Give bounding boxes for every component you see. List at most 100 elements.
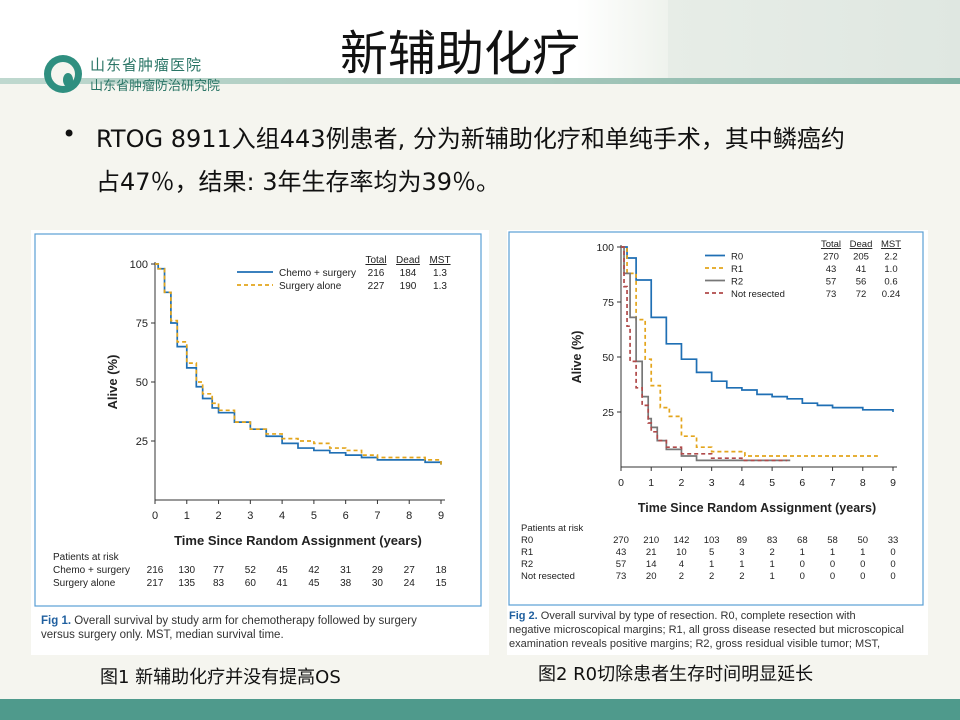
risk-table-title: Patients at risk xyxy=(521,523,584,534)
risk-value: 73 xyxy=(616,571,627,582)
risk-value: 135 xyxy=(178,578,195,589)
x-tick-label: 0 xyxy=(618,477,624,489)
x-tick-label: 7 xyxy=(374,510,380,522)
y-tick-label: 100 xyxy=(130,259,148,271)
risk-value: 1 xyxy=(800,547,805,558)
risk-row-label: R1 xyxy=(521,547,533,558)
x-axis-title: Time Since Random Assignment (years) xyxy=(174,533,422,548)
risk-value: 31 xyxy=(340,565,352,576)
x-tick-label: 3 xyxy=(247,510,253,522)
legend-label: R1 xyxy=(731,264,743,275)
series-line xyxy=(155,263,442,465)
x-tick-label: 8 xyxy=(406,510,412,522)
legend-label: Surgery alone xyxy=(279,281,342,292)
risk-value: 210 xyxy=(643,535,659,546)
x-tick-label: 4 xyxy=(739,477,745,489)
risk-value: 0 xyxy=(890,559,895,570)
risk-value: 43 xyxy=(616,547,627,558)
risk-value: 0 xyxy=(800,559,805,570)
risk-row-label: Chemo + surgery xyxy=(53,565,130,576)
slide-title: 新辅助化疗 xyxy=(340,26,581,82)
risk-value: 0 xyxy=(830,571,835,582)
caption-text: Overall survival by type of resection. R… xyxy=(541,610,856,622)
legend-label: R2 xyxy=(731,277,743,288)
x-tick-label: 8 xyxy=(860,477,866,489)
risk-value: 2 xyxy=(769,547,774,558)
risk-value: 83 xyxy=(767,535,778,546)
risk-value: 0 xyxy=(830,559,835,570)
legend-value: 184 xyxy=(400,268,417,279)
legend-header: Total xyxy=(365,255,386,266)
x-tick-label: 9 xyxy=(438,510,444,522)
legend-value: 2.2 xyxy=(884,252,897,263)
risk-value: 216 xyxy=(147,565,164,576)
risk-value: 2 xyxy=(709,571,714,582)
legend-value: 72 xyxy=(856,289,867,300)
risk-value: 3 xyxy=(739,547,744,558)
y-tick-label: 75 xyxy=(602,297,614,309)
y-tick-label: 75 xyxy=(136,318,148,330)
legend-value: 0.24 xyxy=(882,289,901,300)
y-tick-label: 50 xyxy=(136,377,148,389)
legend-header: Dead xyxy=(850,239,873,250)
figure-number: Fig 2. xyxy=(509,610,541,622)
legend-value: 1.0 xyxy=(884,264,897,275)
risk-value: 30 xyxy=(372,578,384,589)
legend-value: 216 xyxy=(368,268,385,279)
y-axis-title: Alive (%) xyxy=(105,355,120,410)
x-tick-label: 6 xyxy=(343,510,349,522)
risk-row-label: R0 xyxy=(521,535,533,546)
risk-value: 60 xyxy=(245,578,257,589)
risk-value: 42 xyxy=(308,565,320,576)
risk-value: 89 xyxy=(737,535,748,546)
risk-value: 1 xyxy=(860,547,865,558)
risk-value: 5 xyxy=(709,547,714,558)
x-tick-label: 2 xyxy=(215,510,221,522)
risk-value: 57 xyxy=(616,559,627,570)
y-tick-label: 25 xyxy=(136,436,148,448)
series-line xyxy=(621,246,878,457)
legend-value: 43 xyxy=(826,264,837,275)
footer-bar xyxy=(0,699,960,720)
risk-value: 1 xyxy=(709,559,714,570)
legend-value: 227 xyxy=(368,281,385,292)
risk-value: 0 xyxy=(860,571,865,582)
risk-value: 50 xyxy=(857,535,868,546)
bullet-dot: • xyxy=(62,120,77,148)
figure-2: 100 75 50 25 0 1 2 3 4 5 6 7 8 9 Time Since Random Ass… xyxy=(507,230,928,655)
y-axis-title: Alive (%) xyxy=(570,331,584,384)
y-tick-label: 100 xyxy=(596,242,614,254)
risk-value: 45 xyxy=(308,578,320,589)
caption-text: Overall survival by study arm for chemot… xyxy=(74,615,417,627)
risk-value: 2 xyxy=(679,571,684,582)
risk-value: 45 xyxy=(277,565,289,576)
risk-value: 0 xyxy=(890,547,895,558)
series-line xyxy=(621,246,894,412)
legend-label: R0 xyxy=(731,252,743,263)
risk-value: 217 xyxy=(147,578,164,589)
header-divider xyxy=(0,78,960,84)
risk-value: 130 xyxy=(178,565,195,576)
risk-value: 18 xyxy=(435,565,447,576)
x-tick-label: 5 xyxy=(311,510,317,522)
figure-2-caption: 图2 R0切除患者生存时间明显延长 xyxy=(538,664,814,685)
legend-value: 41 xyxy=(856,264,867,275)
risk-value: 1 xyxy=(769,559,774,570)
figure-caption-line: examination reveals positive margins; R2… xyxy=(509,638,880,650)
figure-caption-line: versus surgery only. MST, median surviva… xyxy=(41,629,284,641)
risk-value: 33 xyxy=(888,535,899,546)
series-line xyxy=(621,246,788,462)
risk-value: 29 xyxy=(372,565,384,576)
legend-header: Dead xyxy=(396,255,420,266)
header-accent xyxy=(668,0,960,78)
org-name: 山东省肿瘤医院 xyxy=(90,56,203,74)
legend-header: MST xyxy=(429,255,450,266)
x-tick-label: 7 xyxy=(830,477,836,489)
series-line xyxy=(155,263,442,465)
risk-table-title: Patients at risk xyxy=(53,552,120,563)
legend-value: 0.6 xyxy=(884,277,897,288)
bullet-text-line1: RTOG 8911入组443例患者, 分为新辅助化疗和单纯手术，其中鳞癌约 xyxy=(96,125,845,153)
x-tick-label: 3 xyxy=(709,477,715,489)
